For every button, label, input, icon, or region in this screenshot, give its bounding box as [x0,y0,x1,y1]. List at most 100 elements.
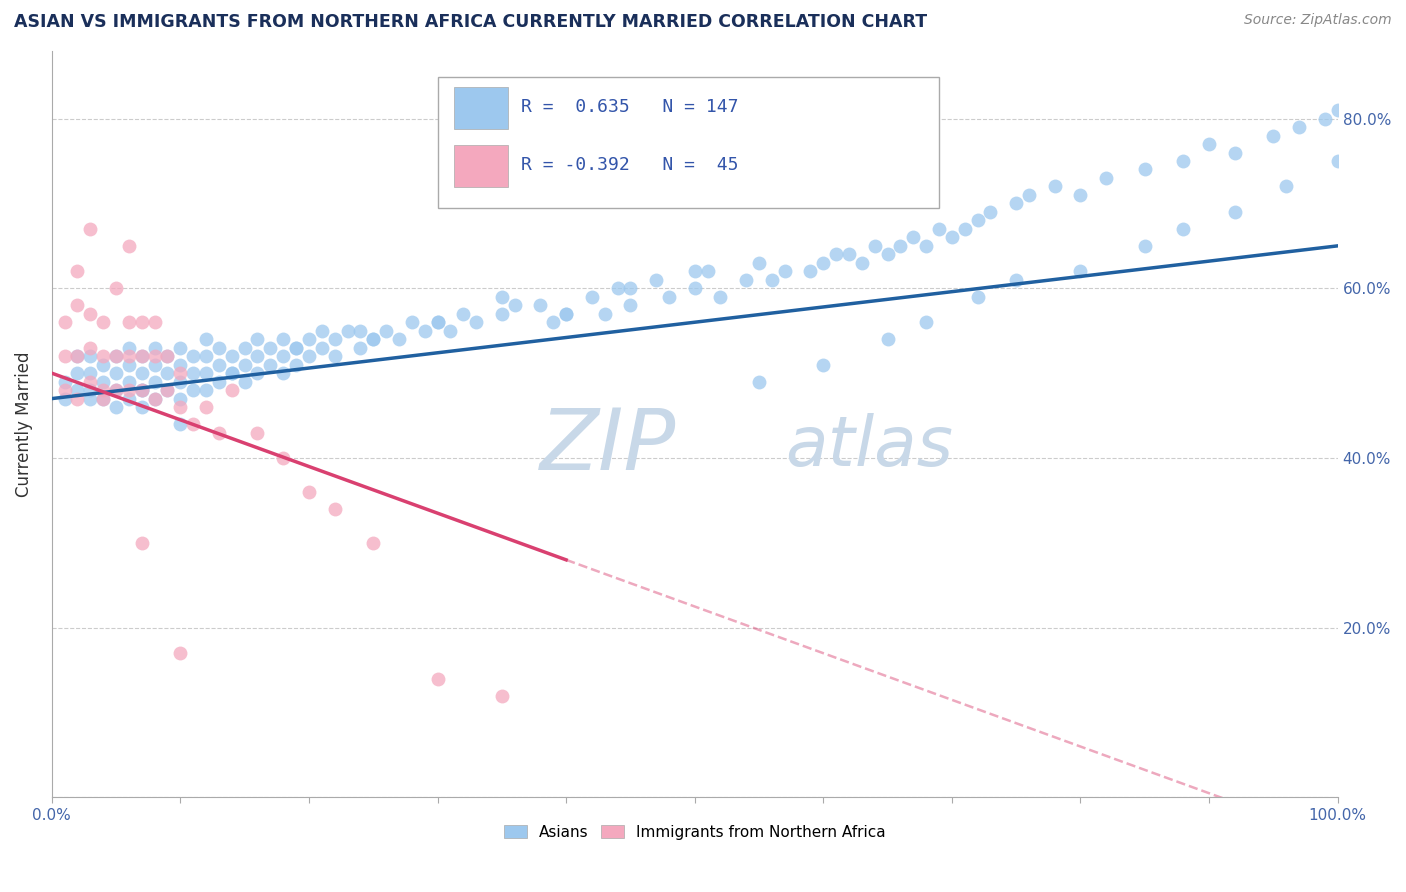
Point [1069,188,1091,202]
Point [298,349,321,363]
Point [323,349,346,363]
Point [156,383,179,397]
Point [323,502,346,516]
Point [66,349,89,363]
Text: R = -0.392   N =  45: R = -0.392 N = 45 [522,156,738,174]
Point [156,366,179,380]
Point [619,281,641,295]
Point [131,383,153,397]
Point [349,324,371,338]
Point [619,298,641,312]
Point [233,375,256,389]
Point [233,341,256,355]
Point [748,256,770,270]
Point [966,290,988,304]
Point [118,349,141,363]
Point [349,341,371,355]
Point [221,383,243,397]
Point [1223,205,1246,219]
Point [555,307,578,321]
Point [813,256,835,270]
Point [465,315,488,329]
Point [271,450,294,465]
Point [813,358,835,372]
Point [426,315,449,329]
Point [889,239,911,253]
Point [361,332,384,346]
Point [169,341,191,355]
Point [361,332,384,346]
Point [169,392,191,406]
Point [581,290,603,304]
Point [401,315,423,329]
Point [181,349,204,363]
Point [645,273,668,287]
Point [799,264,821,278]
Point [825,247,848,261]
Point [118,358,141,372]
Point [426,315,449,329]
Point [1069,264,1091,278]
Point [156,349,179,363]
Point [169,400,191,414]
Point [118,239,141,253]
Point [143,392,166,406]
Point [131,349,153,363]
Point [208,425,231,440]
Point [683,264,706,278]
Point [1263,128,1285,143]
Point [491,307,513,321]
Point [761,273,783,287]
Point [285,341,308,355]
Point [131,349,153,363]
Point [1326,153,1348,168]
Point [131,400,153,414]
Point [66,349,89,363]
Text: atlas: atlas [785,413,953,480]
Point [91,375,114,389]
Point [53,383,76,397]
Point [118,383,141,397]
Point [541,315,564,329]
Point [143,358,166,372]
Point [233,358,256,372]
Point [105,281,128,295]
Point [915,315,938,329]
Point [285,358,308,372]
Point [143,375,166,389]
Point [181,383,204,397]
Point [1133,239,1156,253]
Point [169,358,191,372]
Point [298,485,321,500]
Point [53,349,76,363]
Point [195,349,218,363]
Point [748,375,770,389]
Point [1275,179,1298,194]
Point [1326,103,1348,117]
Point [169,646,191,660]
Point [105,349,128,363]
Point [169,366,191,380]
Point [1313,112,1336,126]
Point [246,366,269,380]
Point [375,324,398,338]
Point [91,358,114,372]
Point [105,349,128,363]
Point [388,332,411,346]
FancyBboxPatch shape [454,145,508,186]
Point [195,400,218,414]
Point [131,383,153,397]
Point [529,298,551,312]
Point [246,349,269,363]
Point [1018,188,1040,202]
Point [336,324,359,338]
Point [79,349,101,363]
Point [323,332,346,346]
Point [143,392,166,406]
Point [181,366,204,380]
Point [208,358,231,372]
Point [773,264,796,278]
Point [221,366,243,380]
Point [1223,145,1246,160]
Point [838,247,860,261]
